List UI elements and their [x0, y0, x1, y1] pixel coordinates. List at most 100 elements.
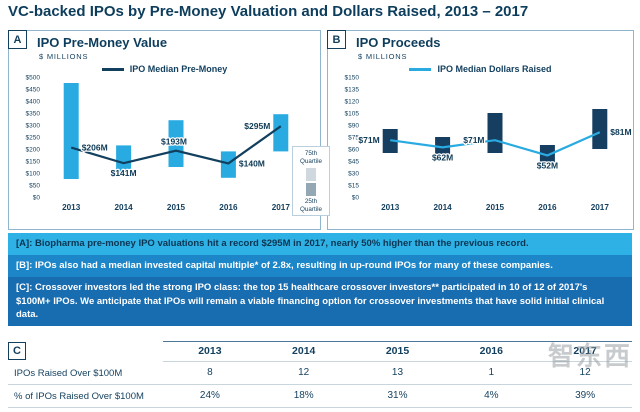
panel-a-title: IPO Pre-Money Value — [37, 35, 168, 50]
year-header-cell: 2014 — [292, 345, 316, 357]
y-tick-label: $450 — [26, 86, 41, 93]
x-axis-label: 2014 — [433, 203, 452, 212]
y-tick-label: $500 — [26, 74, 41, 81]
quartile-range-bar — [63, 83, 79, 179]
y-tick-label: $100 — [26, 170, 41, 177]
watermark: 智东西 — [548, 341, 633, 371]
table-divider — [8, 384, 632, 385]
panel-b-title: IPO Proceeds — [356, 35, 441, 50]
x-axis-label: 2017 — [591, 203, 610, 212]
table-row: 8 12 13 1 12 — [163, 367, 632, 378]
panel-b-label: B — [327, 30, 346, 49]
data-point-label: $295M — [244, 121, 270, 131]
table-cell: 1 — [488, 367, 495, 378]
panel-b-units: $ MILLIONS — [358, 52, 408, 61]
table-cell: 12 — [579, 367, 591, 378]
quartile-legend: 75th Quartile 25th Quartile — [292, 146, 330, 216]
data-point-label: $206M — [82, 143, 108, 153]
table-cell: 31% — [387, 390, 408, 401]
x-axis-label: 2016 — [538, 203, 557, 212]
y-tick-label: $90 — [348, 122, 359, 129]
quartile-range-bar — [273, 114, 289, 152]
data-point-label: $141M — [111, 168, 137, 178]
table-cell: 13 — [391, 367, 404, 378]
year-header-cell: 2013 — [198, 345, 222, 357]
year-header-cell: 2017 — [573, 345, 597, 357]
quartile-range-bar — [116, 145, 132, 173]
x-axis-label: 2015 — [486, 203, 505, 212]
y-tick-label: $400 — [26, 98, 41, 105]
panel-a-label: A — [8, 30, 27, 49]
panel-proceeds: B IPO Proceeds $ MILLIONS IPO Median Dol… — [327, 30, 634, 230]
panel-a-median-legend: IPO Median Pre-Money — [9, 64, 320, 74]
quartile-range-bar — [487, 113, 503, 153]
table-cell: 12 — [298, 367, 310, 378]
year-header-cell: 2015 — [385, 345, 410, 357]
table-cell: 8 — [207, 367, 213, 378]
x-axis-label: 2017 — [272, 203, 291, 212]
y-tick-label: $120 — [345, 98, 360, 105]
x-axis-label: 2013 — [62, 203, 81, 212]
y-tick-label: $50 — [29, 182, 40, 189]
y-tick-label: $150 — [345, 74, 360, 81]
data-point-label: $71M — [358, 135, 379, 145]
y-tick-label: $0 — [352, 194, 360, 201]
table-row-label: % of IPOs Raised Over $100M — [14, 391, 144, 402]
y-tick-label: $75 — [348, 134, 359, 141]
quartile-range-bar — [220, 151, 236, 178]
table-year-header: 2013 2014 2015 2016 2017 — [163, 345, 632, 357]
y-tick-label: $45 — [348, 158, 359, 165]
y-tick-label: $300 — [26, 122, 41, 129]
quartile-range-bar — [592, 109, 608, 149]
quartile-range-bar — [435, 137, 451, 161]
y-tick-label: $350 — [26, 110, 41, 117]
y-tick-label: $30 — [348, 170, 359, 177]
panel-pre-money: A IPO Pre-Money Value $ MILLIONS IPO Med… — [8, 30, 321, 230]
quartile-range-bar — [539, 145, 555, 163]
table-cell: 24% — [199, 390, 220, 401]
data-point-label: $140M — [239, 158, 265, 168]
data-point-label: $52M — [537, 160, 558, 170]
table-cell: 18% — [293, 390, 314, 401]
proceeds-chart: $0 $15 $30 $45 $60 $75 $90 $105 $120 $135 $150 2013… — [345, 74, 633, 212]
year-header-cell: 2016 — [479, 345, 503, 357]
y-tick-label: $250 — [26, 134, 41, 141]
pre-money-chart: $0 $50 $100 $150 $200 $250 $300 $350 $400 $450 $50… — [26, 74, 291, 212]
table-cell: 39% — [575, 390, 596, 401]
callout-b: [B]: IPOs also had a median invested cap… — [8, 255, 632, 277]
data-point-label: $193M — [161, 137, 187, 147]
page-title: VC-backed IPOs by Pre-Money Valuation an… — [8, 3, 529, 20]
table-cell: 4% — [484, 390, 499, 401]
callout-a: [A]: Biopharma pre-money IPO valuations … — [8, 233, 632, 255]
table-label-box: C — [8, 342, 26, 360]
panel-a-legend-label: IPO Median Pre-Money — [129, 64, 228, 74]
x-axis-label: 2014 — [114, 203, 133, 212]
y-tick-label: $0 — [33, 194, 41, 201]
y-tick-label: $150 — [26, 158, 41, 165]
data-point-label: $62M — [432, 152, 453, 162]
x-axis-label: 2016 — [219, 203, 238, 212]
x-axis-label: 2015 — [167, 203, 186, 212]
callout-c: [C]: Crossover investors led the strong … — [8, 277, 632, 326]
y-tick-label: $60 — [348, 146, 359, 153]
y-tick-label: $105 — [345, 110, 360, 117]
table-row: 24% 18% 31% 4% 39% — [163, 390, 632, 401]
median-line — [70, 125, 282, 165]
panel-b-legend-label: IPO Median Dollars Raised — [437, 64, 552, 74]
table-row-label: IPOs Raised Over $100M — [14, 368, 123, 379]
data-point-label: $71M — [463, 135, 484, 145]
panel-b-median-legend: IPO Median Dollars Raised — [328, 64, 633, 74]
table-divider — [8, 407, 632, 408]
y-tick-label: $135 — [345, 86, 360, 93]
quartile-legend-bottom-label: 25th Quartile — [299, 197, 323, 213]
panel-a-units: $ MILLIONS — [39, 52, 89, 61]
median-line-legend-icon — [409, 67, 432, 71]
x-axis-label: 2013 — [381, 203, 400, 212]
median-line-legend-icon — [101, 67, 124, 71]
quartile-bar-icon — [306, 167, 316, 196]
y-tick-label: $15 — [348, 182, 359, 189]
quartile-legend-top-label: 75th Quartile — [299, 150, 323, 165]
table-top-rule — [163, 341, 632, 342]
quartile-range-bar — [168, 120, 184, 167]
